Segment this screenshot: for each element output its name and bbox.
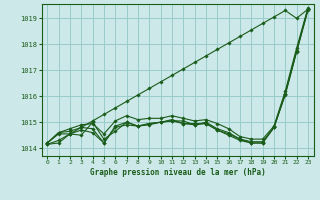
X-axis label: Graphe pression niveau de la mer (hPa): Graphe pression niveau de la mer (hPa) bbox=[90, 168, 266, 177]
